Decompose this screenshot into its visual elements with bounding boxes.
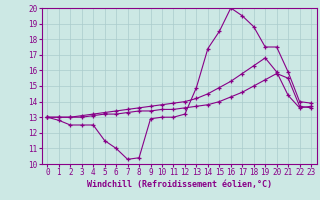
X-axis label: Windchill (Refroidissement éolien,°C): Windchill (Refroidissement éolien,°C) [87,180,272,189]
